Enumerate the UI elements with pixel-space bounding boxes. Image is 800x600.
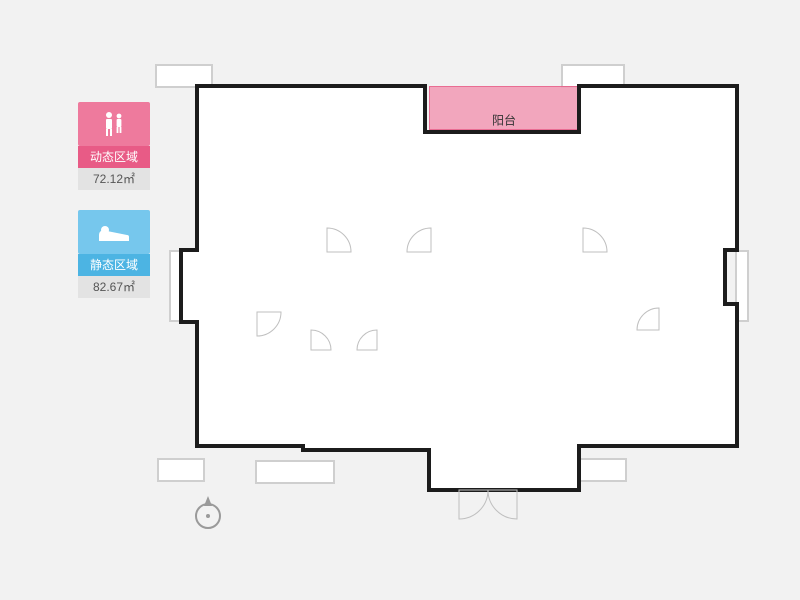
floor-plan: 次卧次卧阳台主卧客餐厅卫生间次卧卫生间厨房卫生间次卧	[173, 60, 745, 522]
legend-dynamic-title: 动态区域	[78, 146, 150, 168]
wall-notch	[157, 458, 205, 482]
wall-notch	[169, 250, 183, 322]
room-master_bedroom	[587, 100, 737, 250]
legend-static: 静态区域 82.67㎡	[78, 210, 150, 298]
legend: 动态区域 72.12㎡ 静态区域 82.67㎡	[78, 102, 150, 318]
room-bathroom_1	[197, 244, 255, 310]
room-secondary_bedroom_2	[331, 150, 425, 252]
room-secondary_bedroom_1	[197, 100, 327, 240]
room-bathroom_2	[309, 306, 373, 414]
legend-dynamic-value: 72.12㎡	[78, 168, 150, 190]
legend-dynamic: 动态区域 72.12㎡	[78, 102, 150, 190]
room-secondary_bedroom_4	[587, 306, 737, 446]
sleep-icon	[78, 210, 150, 254]
room-balcony	[429, 86, 579, 130]
people-icon	[78, 102, 150, 146]
room-corridor	[257, 254, 725, 302]
legend-static-value: 82.67㎡	[78, 276, 150, 298]
legend-static-title: 静态区域	[78, 254, 150, 276]
wall-notch	[567, 458, 627, 482]
wall-notch	[155, 64, 213, 88]
wall-notch	[735, 250, 749, 322]
room-secondary_bedroom_3	[197, 314, 305, 446]
wall-notch	[561, 64, 625, 88]
wall-notch	[255, 460, 335, 484]
room-kitchen	[377, 306, 451, 414]
